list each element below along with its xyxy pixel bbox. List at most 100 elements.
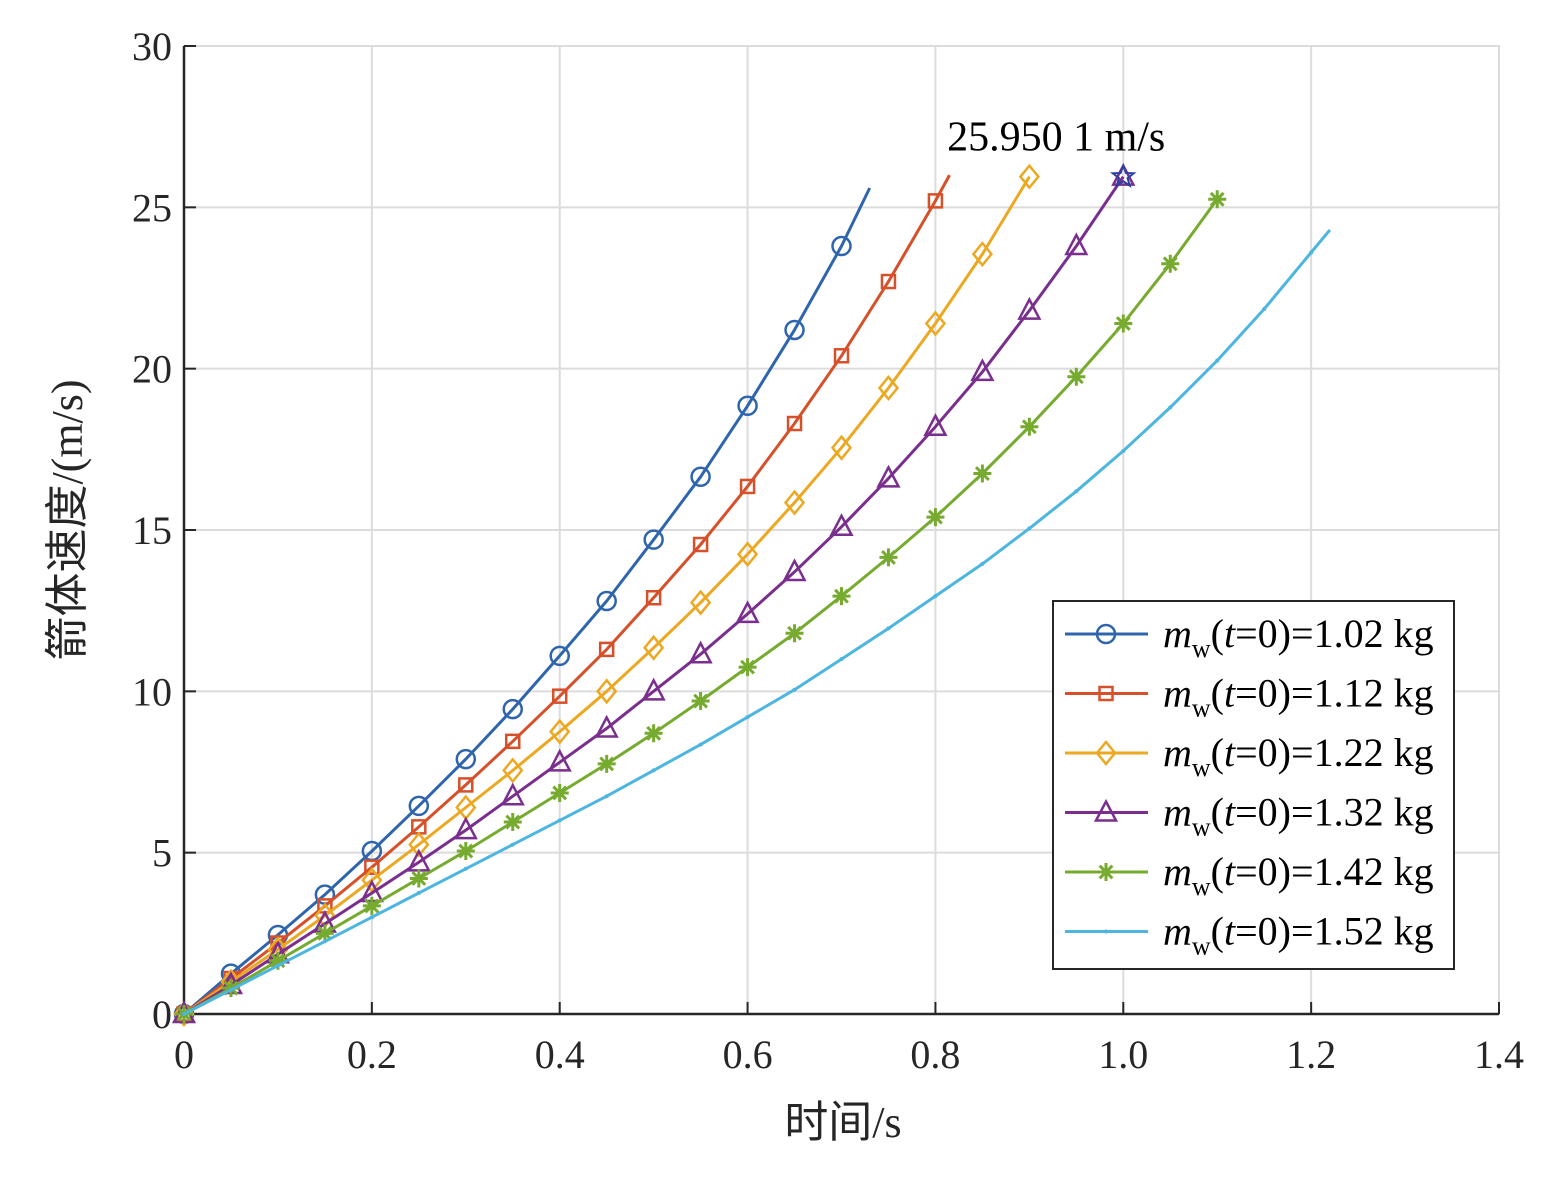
data-point [1111, 162, 1136, 186]
data-point [832, 587, 851, 606]
data-point [739, 478, 756, 495]
axes: 0 0.2 0.4 0.6 0.8 1.0 1.2 1.4 0 5 10 15 20 25 30 [132, 24, 1524, 1077]
data-point [924, 310, 947, 337]
annotation-marker [1110, 162, 1137, 188]
data-point [228, 987, 233, 992]
data-point [785, 624, 804, 643]
data-point [782, 558, 807, 582]
data-point [879, 548, 898, 567]
data-point [1020, 417, 1039, 436]
data-point [643, 634, 665, 661]
series-line [183, 175, 1031, 1016]
data-point [641, 677, 666, 701]
data-point [315, 924, 334, 943]
legend-box [1052, 600, 1455, 970]
data-point [738, 658, 757, 677]
data-point [877, 375, 900, 402]
x-tick-label: 0 [174, 1032, 194, 1077]
grid [184, 46, 1499, 1014]
legend-label: mw(t=0)=1.12 kg [1163, 671, 1434, 723]
data-point [455, 748, 477, 770]
x-axis-label: 时间/s [784, 1098, 901, 1147]
data-point [980, 561, 985, 566]
data-point [268, 951, 287, 970]
series-line [183, 174, 951, 1016]
data-point [923, 413, 948, 436]
data-point [927, 193, 944, 209]
data-point [596, 678, 618, 705]
legend-entry: mw(t=0)=1.52 kg [1065, 909, 1434, 961]
data-point [408, 795, 430, 817]
series-layer [171, 162, 1332, 1027]
data-point [1074, 489, 1079, 494]
data-point [550, 783, 569, 802]
data-point [830, 434, 853, 461]
data-point [598, 641, 615, 658]
data-point [322, 939, 327, 944]
data-point [500, 782, 525, 806]
data-point [594, 714, 619, 738]
data-point [557, 818, 562, 823]
series-line [183, 175, 1125, 1016]
data-point [505, 733, 521, 750]
data-point [409, 869, 428, 888]
legend-label: mw(t=0)=1.52 kg [1163, 909, 1434, 961]
data-point [886, 626, 891, 631]
y-tick-label: 0 [152, 992, 172, 1037]
data-point [735, 600, 760, 624]
y-tick-label: 10 [132, 669, 172, 714]
data-point [549, 718, 571, 745]
data-point [690, 466, 711, 488]
data-point [792, 687, 797, 692]
data-point [651, 768, 656, 773]
legend: mw(t=0)=1.02 kg mw(t=0)=1.12 kg mw(t=0)=1.… [1052, 600, 1455, 970]
legend-label: mw(t=0)=1.42 kg [1163, 849, 1434, 901]
y-axis-label: 箭体速度/(m/s) [43, 379, 92, 660]
data-point [596, 590, 617, 612]
data-point [604, 794, 609, 799]
series-line [183, 187, 872, 1016]
legend-entry: mw(t=0)=1.22 kg [1065, 730, 1434, 782]
x-tick-label: 0.8 [910, 1032, 960, 1077]
data-point [361, 867, 383, 894]
data-point [1114, 314, 1133, 333]
data-point [933, 594, 938, 599]
legend-marker [1093, 798, 1119, 822]
x-tick-label: 1.4 [1474, 1032, 1524, 1077]
x-tick-label: 0.6 [723, 1032, 773, 1077]
data-point [1027, 526, 1032, 531]
data-point [502, 757, 524, 784]
legend-label: mw(t=0)=1.32 kg [1163, 790, 1434, 842]
data-point [645, 590, 662, 606]
data-point [453, 816, 478, 840]
data-point [973, 464, 992, 483]
data-point [786, 415, 803, 432]
data-point [833, 348, 850, 364]
data-point [1017, 296, 1042, 320]
data-point [689, 589, 712, 616]
data-point [737, 395, 758, 417]
x-tick-label: 1.2 [1286, 1032, 1336, 1077]
data-point [745, 715, 750, 720]
data-point [1215, 358, 1220, 363]
legend-entry: mw(t=0)=1.42 kg [1065, 849, 1434, 901]
data-point [547, 748, 572, 772]
x-tick-label: 1.0 [1098, 1032, 1148, 1077]
y-tick-label: 30 [132, 24, 172, 69]
data-point [362, 896, 381, 915]
data-point [688, 640, 713, 664]
data-point [463, 866, 468, 871]
data-point [275, 963, 280, 968]
data-point [502, 698, 523, 720]
data-point [408, 831, 430, 858]
series-5 [175, 190, 1227, 1023]
legend-marker [1098, 685, 1114, 702]
data-point [691, 692, 710, 711]
data-point [880, 273, 897, 290]
legend-label: mw(t=0)=1.02 kg [1163, 611, 1434, 663]
y-tick-label: 25 [132, 185, 172, 230]
data-point [839, 657, 844, 662]
data-point [503, 813, 522, 832]
